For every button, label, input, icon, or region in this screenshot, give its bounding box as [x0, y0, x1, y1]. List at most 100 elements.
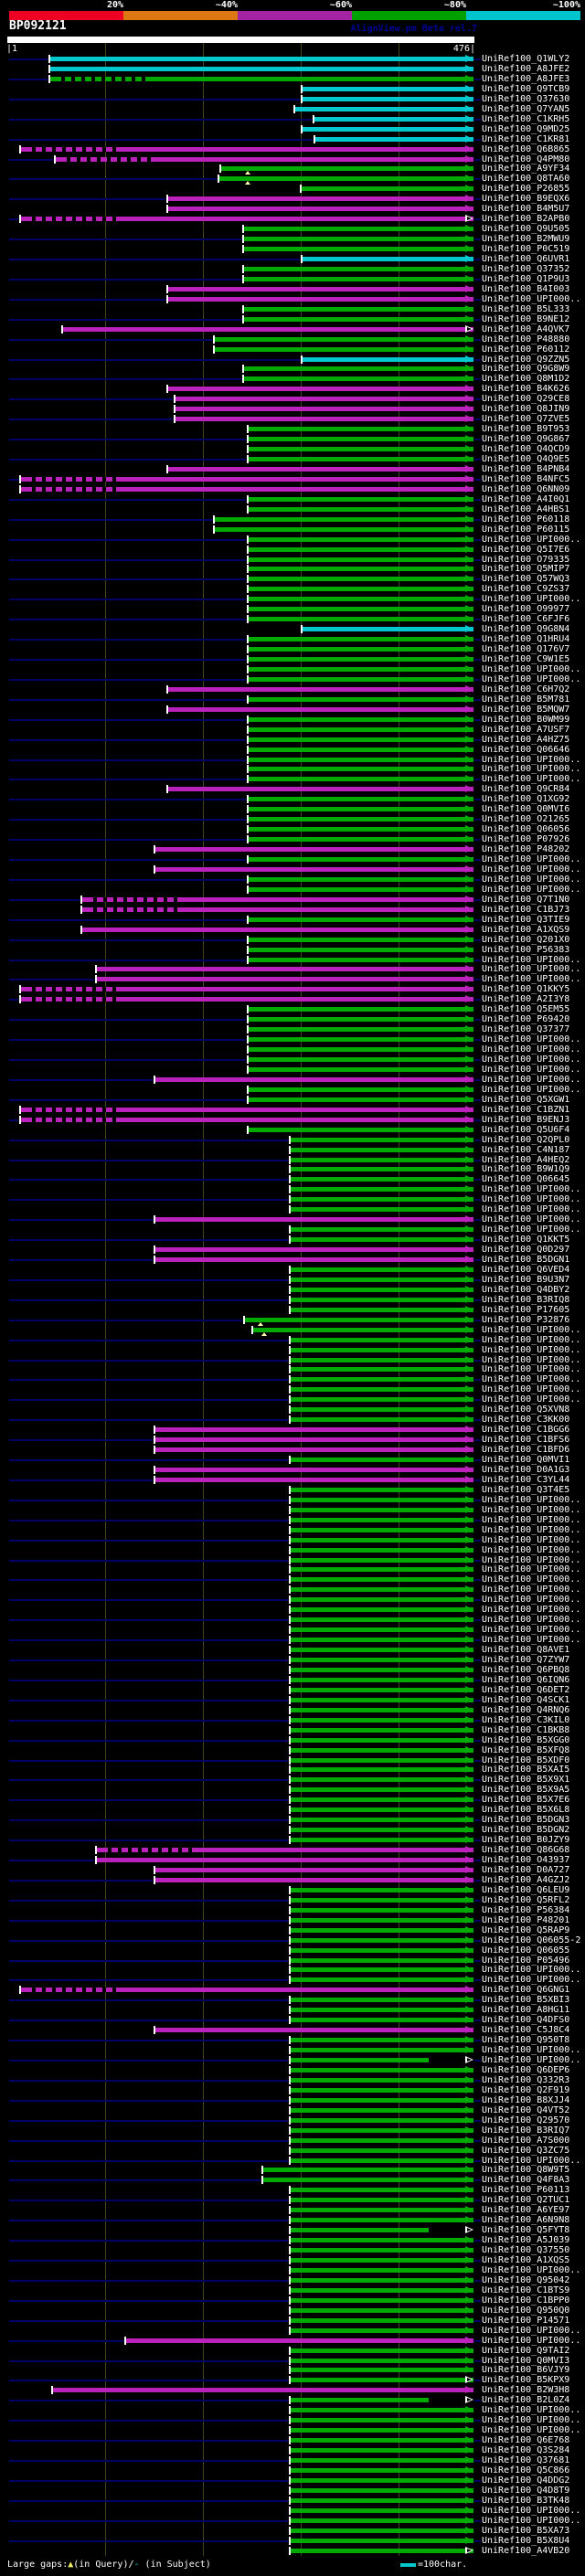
hit-label[interactable]: UniRef100_B6VJY9 — [482, 2365, 570, 2376]
hit-label[interactable]: UniRef100_Q37550 — [482, 2245, 570, 2256]
hit-label[interactable]: UniRef100_C6FJF6 — [482, 614, 570, 625]
hit-label[interactable]: UniRef100_A9YF34 — [482, 164, 570, 175]
hit-label[interactable]: UniRef100_C9ZS37 — [482, 584, 570, 595]
hit-label[interactable]: UniRef100_C9W1E5 — [482, 654, 570, 664]
hit-label[interactable]: UniRef100_Q06055 — [482, 1945, 570, 1956]
hit-label[interactable]: UniRef100_Q950Q0 — [482, 2305, 570, 2316]
hit-label[interactable]: UniRef100_P60115 — [482, 524, 570, 535]
hit-label[interactable]: UniRef100_Q95042 — [482, 2274, 570, 2285]
hit-label[interactable]: UniRef100_UPI000.. — [482, 2335, 581, 2346]
hit-label[interactable]: UniRef100_UPI000.. — [482, 1625, 581, 1636]
hit-label[interactable]: UniRef100_Q1P9U3 — [482, 273, 570, 284]
hit-label[interactable]: UniRef100_P0C519 — [482, 244, 570, 255]
hit-label[interactable]: UniRef100_B5X9A5 — [482, 1785, 570, 1796]
hit-label[interactable]: UniRef100_UPI000.. — [482, 1184, 581, 1195]
hit-label[interactable]: UniRef100_A6YE97 — [482, 2205, 570, 2216]
hit-label[interactable]: UniRef100_B5L333 — [482, 303, 570, 314]
hit-label[interactable]: UniRef100_UPI000.. — [482, 1595, 581, 1606]
hit-label[interactable]: UniRef100_P48201 — [482, 1914, 570, 1925]
hit-label[interactable]: UniRef100_Q6GNG1 — [482, 1985, 570, 1996]
hit-label[interactable]: UniRef100_B5X9X1 — [482, 1775, 570, 1786]
hit-label[interactable]: UniRef100_UPI000.. — [482, 2325, 581, 2336]
hit-label[interactable]: UniRef100_UPI000.. — [482, 774, 581, 785]
hit-label[interactable]: UniRef100_UPI000.. — [482, 1574, 581, 1585]
hit-label[interactable]: UniRef100_UPI000.. — [482, 1044, 581, 1055]
hit-label[interactable]: UniRef100_P26855 — [482, 184, 570, 195]
hit-label[interactable]: UniRef100_Q2F919 — [482, 2084, 570, 2095]
hit-label[interactable]: UniRef100_C1KRH5 — [482, 113, 570, 124]
hit-label[interactable]: UniRef100_UPI000.. — [482, 1344, 581, 1355]
hit-label[interactable]: UniRef100_Q5U6F4 — [482, 1124, 570, 1135]
hit-label[interactable]: UniRef100_Q4DBY2 — [482, 1284, 570, 1295]
hit-label[interactable]: UniRef100_UPI000.. — [482, 1524, 581, 1535]
hit-label[interactable]: UniRef100_UPI000.. — [482, 1544, 581, 1555]
hit-label[interactable]: UniRef100_C1BZN1 — [482, 1104, 570, 1115]
hit-label[interactable]: UniRef100_Q7T1N0 — [482, 894, 570, 905]
hit-label[interactable]: UniRef100_Q6UVR1 — [482, 254, 570, 264]
hit-label[interactable]: UniRef100_O99977 — [482, 604, 570, 615]
hit-label[interactable]: UniRef100_B4M5U7 — [482, 204, 570, 215]
hit-label[interactable]: UniRef100_Q86G68 — [482, 1845, 570, 1856]
hit-label[interactable]: UniRef100_UPI000.. — [482, 1214, 581, 1225]
hit-label[interactable]: UniRef100_O21265 — [482, 814, 570, 825]
hit-label[interactable]: UniRef100_Q4F8A3 — [482, 2175, 570, 2186]
hit-label[interactable]: UniRef100_Q6IQN6 — [482, 1674, 570, 1685]
hit-label[interactable]: UniRef100_B2APB0 — [482, 214, 570, 225]
hit-label[interactable]: UniRef100_B5XGG0 — [482, 1734, 570, 1745]
hit-label[interactable]: UniRef100_UPI000.. — [482, 2405, 581, 2416]
hit-label[interactable]: UniRef100_B3RIQ8 — [482, 1294, 570, 1305]
hit-label[interactable]: UniRef100_Q1XG92 — [482, 794, 570, 805]
hit-label[interactable]: UniRef100_Q9G8W9 — [482, 364, 570, 375]
hit-label[interactable]: UniRef100_UPI000.. — [482, 1354, 581, 1365]
hit-label[interactable]: UniRef100_Q0D297 — [482, 1245, 570, 1256]
hit-label[interactable]: UniRef100_P60112 — [482, 344, 570, 355]
hit-label[interactable]: UniRef100_B5XA73 — [482, 2525, 570, 2536]
hit-label[interactable]: UniRef100_Q6LEU9 — [482, 1884, 570, 1895]
hit-label[interactable]: UniRef100_C3KK00 — [482, 1415, 570, 1426]
hit-label[interactable]: UniRef100_UPI000.. — [482, 764, 581, 775]
hit-label[interactable]: UniRef100_Q4QCD9 — [482, 444, 570, 455]
hit-label[interactable]: UniRef100_Q6DET2 — [482, 1684, 570, 1695]
hit-label[interactable]: UniRef100_UPI000.. — [482, 1534, 581, 1545]
hit-label[interactable]: UniRef100_B5XDF0 — [482, 1754, 570, 1765]
hit-label[interactable]: UniRef100_P05496 — [482, 1955, 570, 1966]
hit-label[interactable]: UniRef100_B9ENJ3 — [482, 1114, 570, 1125]
hit-label[interactable]: UniRef100_UPI000.. — [482, 1605, 581, 1616]
hit-label[interactable]: UniRef100_P48880 — [482, 334, 570, 345]
hit-label[interactable]: UniRef100_A4HBS1 — [482, 504, 570, 514]
hit-label[interactable]: UniRef100_UPI000.. — [482, 1635, 581, 1646]
hit-label[interactable]: UniRef100_Q5FYT8 — [482, 2225, 570, 2236]
hit-label[interactable]: UniRef100_P60113 — [482, 2185, 570, 2196]
hit-label[interactable]: UniRef100_Q8JIN9 — [482, 404, 570, 415]
hit-label[interactable]: UniRef100_UPI000.. — [482, 2045, 581, 2056]
hit-label[interactable]: UniRef100_Q1HRU4 — [482, 634, 570, 645]
hit-label[interactable]: UniRef100_P14571 — [482, 2315, 570, 2326]
hit-label[interactable]: UniRef100_A6N9N8 — [482, 2215, 570, 2226]
hit-label[interactable]: UniRef100_UPI000.. — [482, 534, 581, 545]
hit-label[interactable]: UniRef100_P69420 — [482, 1014, 570, 1025]
hit-label[interactable]: UniRef100_A1XQS5 — [482, 2255, 570, 2265]
hit-label[interactable]: UniRef100_UPI000.. — [482, 2264, 581, 2275]
hit-label[interactable]: UniRef100_Q9MD25 — [482, 123, 570, 134]
hit-label[interactable]: UniRef100_UPI000.. — [482, 2515, 581, 2526]
hit-label[interactable]: UniRef100_C1BPP0 — [482, 2295, 570, 2306]
hit-label[interactable]: UniRef100_P60118 — [482, 514, 570, 525]
hit-label[interactable]: UniRef100_UPI000.. — [482, 1394, 581, 1405]
hit-label[interactable]: UniRef100_Q9CR84 — [482, 784, 570, 795]
hit-label[interactable]: UniRef100_B5DGN3 — [482, 1815, 570, 1826]
hit-label[interactable]: UniRef100_B3RIQ7 — [482, 2125, 570, 2136]
hit-label[interactable]: UniRef100_A8HG11 — [482, 2005, 570, 2016]
hit-label[interactable]: UniRef100_UPI000.. — [482, 1224, 581, 1235]
hit-label[interactable]: UniRef100_UPI000.. — [482, 854, 581, 864]
hit-label[interactable]: UniRef100_Q3ZC75 — [482, 2145, 570, 2156]
hit-label[interactable]: UniRef100_A5J039 — [482, 2235, 570, 2246]
hit-label[interactable]: UniRef100_A4HEQ2 — [482, 1154, 570, 1165]
hit-label[interactable]: UniRef100_Q3T4E5 — [482, 1484, 570, 1495]
hit-label[interactable]: UniRef100_UPI000.. — [482, 1204, 581, 1215]
hit-label[interactable]: UniRef100_UPI000.. — [482, 2505, 581, 2516]
hit-label[interactable]: UniRef100_B0JZY9 — [482, 1835, 570, 1846]
hit-label[interactable]: UniRef100_O79335 — [482, 554, 570, 565]
hit-label[interactable]: UniRef100_Q2QPL0 — [482, 1134, 570, 1145]
hit-label[interactable]: UniRef100_Q8TA60 — [482, 174, 570, 185]
hit-label[interactable]: UniRef100_B8XJJ4 — [482, 2094, 570, 2105]
